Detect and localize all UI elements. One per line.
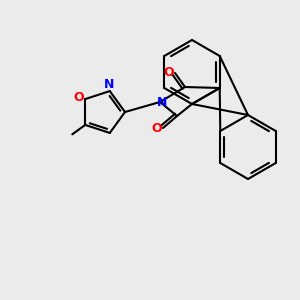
Text: O: O <box>73 91 83 103</box>
Text: O: O <box>164 65 174 79</box>
Text: N: N <box>157 95 167 109</box>
Text: O: O <box>152 122 162 134</box>
Text: N: N <box>103 78 114 91</box>
